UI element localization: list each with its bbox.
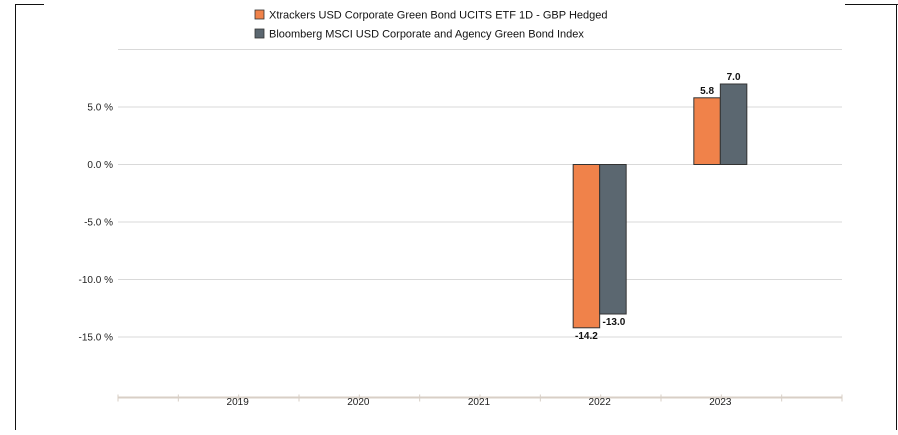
x-tick-label: 2019 [227, 397, 250, 408]
gridlines [118, 49, 842, 338]
data-label-series-0: 5.8 [700, 86, 714, 97]
data-labels: -14.2 5.8 -13.0 7.0 [575, 72, 741, 342]
bar-series-0 [693, 97, 721, 165]
legend-item-series-1: Bloomberg MSCI USD Corporate and Agency … [254, 28, 584, 41]
legend-swatch-series-0 [254, 9, 265, 20]
legend: Xtrackers USD Corporate Green Bond UCITS… [254, 9, 607, 41]
x-axis: 2019 2020 2021 2022 2023 [117, 394, 843, 408]
data-label-series-1: -13.0 [603, 317, 626, 328]
x-tick-label: 2020 [347, 397, 370, 408]
x-tick-label: 2021 [468, 397, 491, 408]
y-axis-tick-labels: 5.0 % 0.0 % -5.0 % -10.0 % -15.0 % [79, 103, 114, 344]
bar-series-0 [572, 164, 601, 329]
bar-series-1 [599, 164, 627, 315]
y-tick-label: -5.0 % [84, 218, 113, 229]
y-tick-label: 0.0 % [87, 160, 113, 171]
x-tick-label: 2023 [709, 397, 732, 408]
data-label-series-1: 7.0 [727, 72, 741, 83]
legend-label-series-1: Bloomberg MSCI USD Corporate and Agency … [269, 29, 584, 41]
y-tick-label: 5.0 % [87, 103, 113, 114]
legend-item-series-0: Xtrackers USD Corporate Green Bond UCITS… [254, 9, 607, 22]
legend-label-series-0: Xtrackers USD Corporate Green Bond UCITS… [269, 10, 607, 22]
x-tick-label: 2022 [589, 397, 612, 408]
bar-series-1 [719, 83, 748, 165]
y-tick-label: -10.0 % [79, 275, 114, 286]
bars [572, 83, 748, 329]
y-tick-label: -15.0 % [79, 333, 114, 344]
legend-swatch-series-1 [254, 28, 265, 39]
data-label-series-0: -14.2 [575, 331, 598, 342]
